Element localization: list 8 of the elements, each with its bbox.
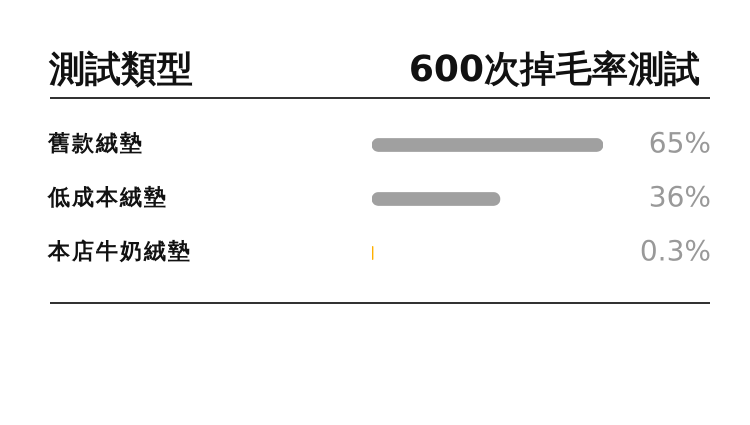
data-label: 65% (648, 126, 711, 160)
data-label: 36% (648, 180, 711, 214)
y-tick-label: 舊款絨墊 (47, 132, 144, 157)
x-axis-title: 600次掉毛率測試 (408, 49, 700, 90)
y-axis-title: 測試類型 (48, 49, 193, 90)
y-tick-label: 低成本絨墊 (47, 186, 168, 211)
data-label: 0.3% (640, 234, 711, 268)
y-tick-label: 本店牛奶絨墊 (47, 238, 192, 265)
